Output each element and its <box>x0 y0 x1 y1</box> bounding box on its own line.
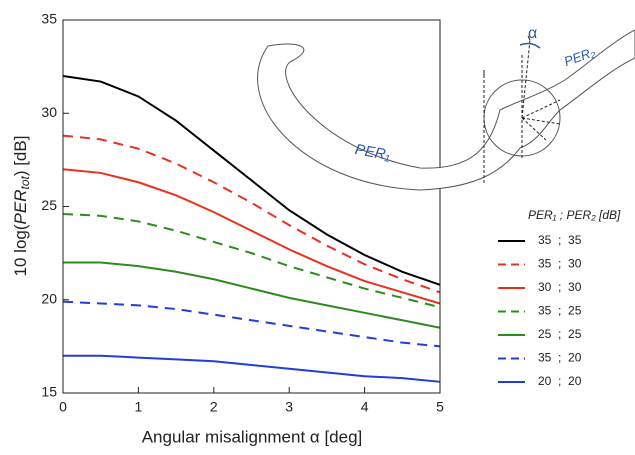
legend-label: 35 ; 30 <box>538 257 582 271</box>
y-tick-label: 25 <box>41 197 57 213</box>
x-tick-label: 4 <box>361 399 369 415</box>
x-axis-label: Angular misalignment α [deg] <box>142 427 363 446</box>
alpha-label: α <box>528 25 537 42</box>
legend-label: 35 ; 20 <box>538 351 582 365</box>
y-axis-label: 10 log(PERtot) [dB] <box>11 136 32 277</box>
series-line <box>63 261 441 329</box>
legend-title: PER₁ ; PER₂ [dB] <box>528 208 621 222</box>
series-line <box>62 300 441 348</box>
plot-frame <box>62 19 441 394</box>
series-line <box>62 168 441 305</box>
legend-label: 30 ; 30 <box>538 280 582 294</box>
legend-label: 35 ; 35 <box>538 233 582 247</box>
plot-area <box>62 19 441 394</box>
y-tick-label: 35 <box>41 11 57 27</box>
y-label-part: tot <box>18 176 32 190</box>
y-label-part: 10 log( <box>11 224 30 276</box>
x-tick-label: 2 <box>210 399 218 415</box>
series-line <box>63 354 441 383</box>
series-line <box>62 134 441 294</box>
y-tick-label: 20 <box>41 290 57 306</box>
series-line <box>62 74 441 286</box>
legend-label: 35 ; 25 <box>538 304 582 318</box>
fiber-diagram: α PER₂ PER₁ <box>257 25 635 191</box>
y-label-part: PER <box>11 190 30 225</box>
x-tick-label: 1 <box>135 399 143 415</box>
y-tick-label: 30 <box>41 104 57 120</box>
y-tick-label: 15 <box>41 384 57 400</box>
x-tick-label: 0 <box>59 399 67 415</box>
x-tick-label: 3 <box>285 399 293 415</box>
series-line <box>62 212 441 309</box>
per1-label: PER₁ <box>354 141 392 164</box>
x-tick-label: 5 <box>436 399 444 415</box>
legend-label: 20 ; 20 <box>538 374 582 388</box>
y-label-part: ) [dB] <box>11 136 30 177</box>
legend-label: 25 ; 25 <box>538 327 582 341</box>
